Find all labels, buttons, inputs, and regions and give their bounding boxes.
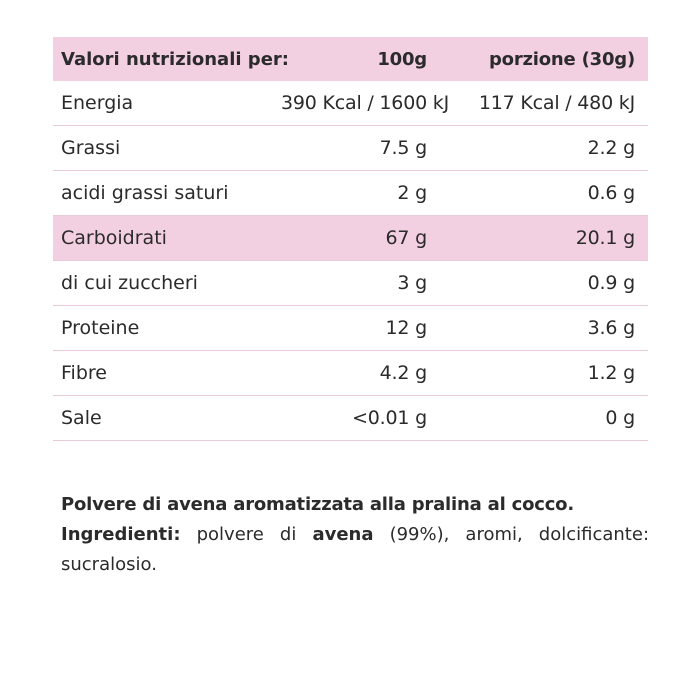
ingredients-text: Ingredienti: polvere di avena (99%), aro…: [61, 520, 649, 580]
value-per-100g: 12 g: [385, 317, 428, 339]
nutrient-name: Energia: [61, 92, 134, 114]
value-per-portion: 2.2 g: [587, 137, 636, 159]
table-row-sale: Sale <0.01 g 0 g: [53, 396, 648, 441]
ingredients-part1: polvere di: [180, 524, 313, 545]
value-per-100g: 390 Kcal / 1600 kJ: [281, 92, 450, 114]
header-per-100g: 100g: [377, 48, 427, 70]
value-per-100g: 4.2 g: [379, 362, 428, 384]
value-per-100g: 67 g: [385, 227, 428, 249]
value-per-portion: 3.6 g: [587, 317, 636, 339]
table-header: Valori nutrizionali per: 100g porzione (…: [53, 37, 648, 81]
table-row-zuccheri: di cui zuccheri 3 g 0.9 g: [53, 261, 648, 306]
value-per-portion: 0 g: [605, 407, 635, 429]
value-per-portion: 117 Kcal / 480 kJ: [478, 92, 635, 114]
nutrient-name: Sale: [61, 407, 102, 429]
header-per-portion: porzione (30g): [488, 48, 635, 70]
nutrient-name: di cui zuccheri: [61, 272, 198, 294]
table-row-fibre: Fibre 4.2 g 1.2 g: [53, 351, 648, 396]
nutrient-name: Carboidrati: [61, 227, 167, 249]
table-row-grassi: Grassi 7.5 g 2.2 g: [53, 126, 648, 171]
nutrient-name: Fibre: [61, 362, 107, 384]
header-nutrient: Valori nutrizionali per:: [61, 48, 289, 70]
ingredients-label: Ingredienti:: [61, 524, 181, 545]
product-title: Polvere di avena aromatizzata alla prali…: [61, 494, 574, 515]
table-row-carboidrati: Carboidrati 67 g 20.1 g: [53, 216, 648, 261]
product-description: Polvere di avena aromatizzata alla prali…: [61, 490, 649, 580]
value-per-100g: <0.01 g: [352, 407, 427, 429]
value-per-portion: 1.2 g: [587, 362, 636, 384]
nutrition-table: Valori nutrizionali per: 100g porzione (…: [53, 37, 648, 441]
nutrient-name: acidi grassi saturi: [61, 182, 229, 204]
value-per-portion: 0.9 g: [587, 272, 636, 294]
value-per-100g: 7.5 g: [379, 137, 428, 159]
ingredients-part2: (99%), aromi, dolcificante: sucralosio.: [61, 524, 650, 575]
nutrient-name: Proteine: [61, 317, 140, 339]
value-per-100g: 2 g: [397, 182, 427, 204]
value-per-portion: 0.6 g: [587, 182, 636, 204]
table-row-energia: Energia 390 Kcal / 1600 kJ 117 Kcal / 48…: [53, 81, 648, 126]
value-per-100g: 3 g: [397, 272, 427, 294]
table-row-acidi-grassi-saturi: acidi grassi saturi 2 g 0.6 g: [53, 171, 648, 216]
ingredients-bold: avena: [312, 524, 374, 545]
table-row-proteine: Proteine 12 g 3.6 g: [53, 306, 648, 351]
value-per-portion: 20.1 g: [575, 227, 635, 249]
nutrient-name: Grassi: [61, 137, 121, 159]
